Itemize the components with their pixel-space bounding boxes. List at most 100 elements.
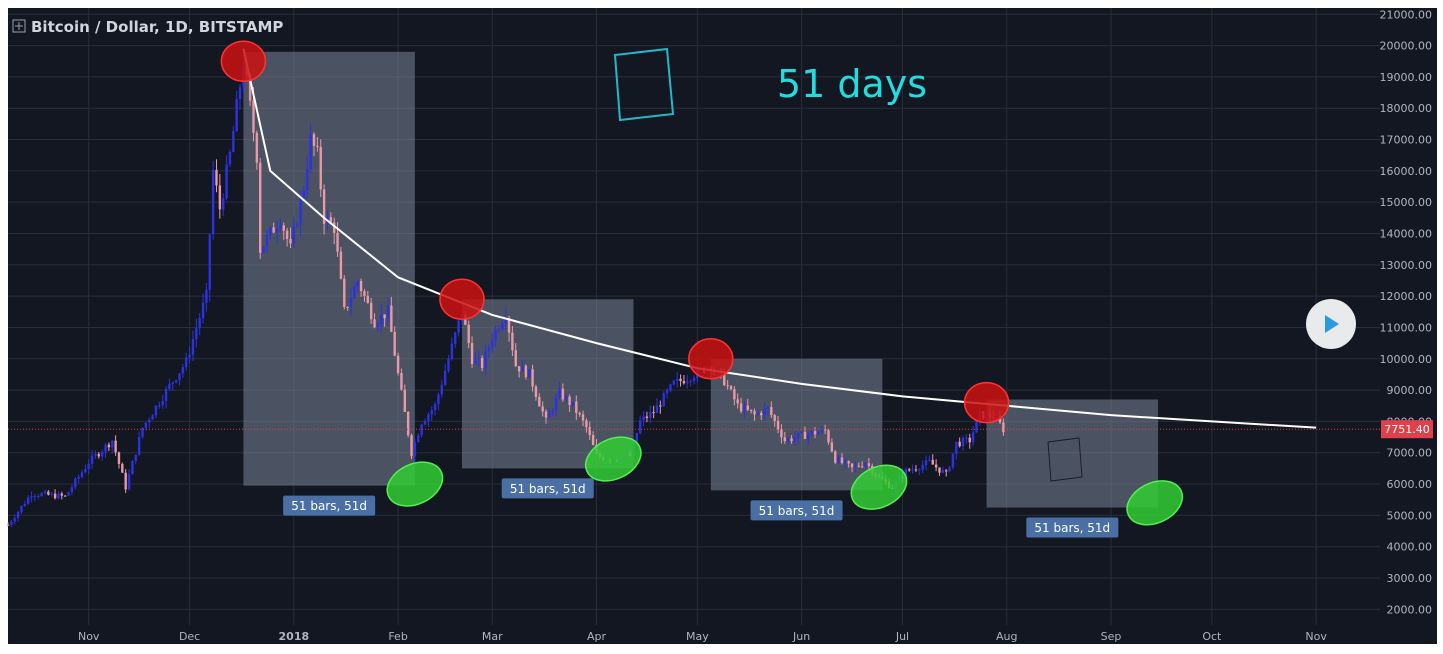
candle-body xyxy=(40,493,43,497)
candle-body xyxy=(228,152,232,165)
candle-body xyxy=(238,87,242,100)
y-tick-label: 5000.00 xyxy=(1387,509,1433,522)
x-tick-label: Aug xyxy=(996,630,1017,643)
x-tick-label: 2018 xyxy=(279,630,310,643)
x-tick-label: Jul xyxy=(895,630,909,643)
candle-body xyxy=(255,132,259,163)
candle-body xyxy=(504,318,507,324)
candle-body xyxy=(662,393,665,407)
candle-body xyxy=(638,420,642,434)
candle-body xyxy=(548,412,551,418)
y-tick-label: 17000.00 xyxy=(1380,134,1433,147)
candle-body xyxy=(854,465,857,468)
candle-body xyxy=(864,463,867,467)
y-tick-label: 10000.00 xyxy=(1380,353,1433,366)
candle-body xyxy=(50,493,53,495)
y-tick-label: 14000.00 xyxy=(1380,228,1433,241)
trough-marker[interactable] xyxy=(579,429,648,490)
candle-body xyxy=(299,198,302,225)
candle-body xyxy=(457,320,460,333)
candle-body xyxy=(100,451,104,457)
x-tick-label: Mar xyxy=(482,630,503,643)
peak-marker[interactable] xyxy=(963,381,1010,424)
candle-body xyxy=(353,286,356,299)
peak-marker[interactable] xyxy=(220,40,267,82)
candle-body xyxy=(420,424,423,436)
candle-body xyxy=(655,405,659,413)
play-button[interactable] xyxy=(1306,299,1356,349)
candle-body xyxy=(844,461,847,463)
candle-body xyxy=(37,496,40,498)
candle-body xyxy=(689,380,692,382)
candle-body xyxy=(447,358,450,371)
candle-body xyxy=(322,189,326,224)
candle-body xyxy=(137,436,141,455)
candle-body xyxy=(938,467,941,473)
candle-body xyxy=(908,469,911,471)
candle-body xyxy=(158,405,161,407)
candle-body xyxy=(70,487,74,492)
candle-body xyxy=(292,226,296,244)
candle-body xyxy=(766,407,770,409)
candle-body xyxy=(551,410,554,413)
candle-body xyxy=(928,459,931,461)
candle-body xyxy=(528,369,531,378)
peak-marker[interactable] xyxy=(688,338,734,380)
y-tick-label: 3000.00 xyxy=(1387,572,1433,585)
trough-marker[interactable] xyxy=(380,454,449,515)
candle-body xyxy=(346,306,349,308)
candle-body xyxy=(111,440,114,448)
rectangle-drawing[interactable] xyxy=(613,47,675,122)
candle-body xyxy=(823,429,827,431)
symbol-header[interactable]: Bitcoin / Dollar, 1D, BITSTAMP xyxy=(12,18,283,36)
plot-area xyxy=(8,8,1380,625)
date-range-box[interactable] xyxy=(243,51,415,486)
candle-body xyxy=(517,366,521,372)
candle-body xyxy=(756,412,760,415)
y-tick-label: 16000.00 xyxy=(1380,165,1433,178)
candle-body xyxy=(131,460,134,475)
candle-body xyxy=(191,338,195,355)
candle-body xyxy=(154,405,158,416)
candle-body xyxy=(450,343,454,359)
candle-body xyxy=(359,280,363,292)
symbol-title: Bitcoin / Dollar, 1D, BITSTAMP xyxy=(31,18,283,36)
y-tick-label: 21000.00 xyxy=(1380,8,1433,21)
rectangle-drawing-small[interactable] xyxy=(1047,437,1083,482)
candle-body xyxy=(90,455,94,464)
candle-body xyxy=(588,427,591,436)
candle-body xyxy=(975,420,978,433)
trough-marker[interactable] xyxy=(844,457,913,518)
candle-body xyxy=(134,454,137,461)
expand-icon[interactable] xyxy=(12,19,26,33)
candle-body xyxy=(578,412,581,415)
candle-body xyxy=(924,460,928,465)
candle-body xyxy=(797,433,800,438)
candle-body xyxy=(554,397,558,411)
candle-body xyxy=(282,225,285,231)
candle-body xyxy=(968,437,971,443)
date-range-boxes xyxy=(243,51,1159,508)
candle-body xyxy=(198,318,201,328)
candle-body xyxy=(269,227,272,236)
range-badge xyxy=(1026,517,1119,538)
candle-body xyxy=(679,378,682,381)
candle-body xyxy=(306,169,309,191)
peak-marker[interactable] xyxy=(439,278,485,321)
candle-body xyxy=(94,454,97,456)
range-badge xyxy=(501,478,594,499)
candle-body xyxy=(215,169,218,186)
y-tick-label: 20000.00 xyxy=(1380,40,1433,53)
date-range-box[interactable] xyxy=(986,399,1159,508)
candle-body xyxy=(521,365,524,372)
candle-body xyxy=(538,396,541,407)
play-icon xyxy=(1325,315,1339,333)
trough-marker[interactable] xyxy=(1120,472,1189,533)
candle-body xyxy=(830,442,834,452)
candle-body xyxy=(208,234,211,290)
candle-body xyxy=(161,401,164,406)
price-axis xyxy=(1380,8,1437,625)
candle-body xyxy=(141,427,144,437)
candle-body xyxy=(726,385,729,387)
date-range-box[interactable] xyxy=(710,358,883,491)
